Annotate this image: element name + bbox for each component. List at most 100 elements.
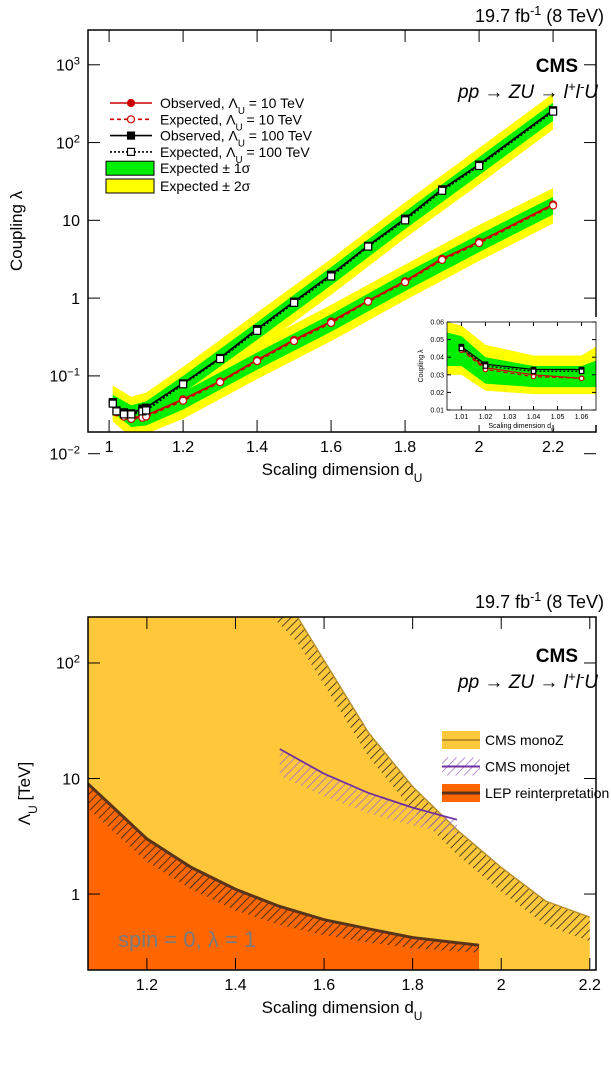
marker bbox=[474, 238, 484, 248]
marker bbox=[289, 337, 299, 346]
x-tick-label: 1.6 bbox=[313, 977, 335, 994]
y-tick-label: 1 bbox=[71, 887, 80, 904]
marker bbox=[530, 368, 537, 375]
x-tick-label: 2 bbox=[475, 439, 484, 456]
x-tick-label: 1.8 bbox=[402, 977, 424, 994]
marker bbox=[578, 368, 585, 375]
y-tick-label: 0.01 bbox=[430, 408, 444, 415]
series-line bbox=[461, 347, 582, 379]
legend-label: Observed, ΛU = 10 TeV bbox=[160, 95, 305, 117]
marker bbox=[474, 161, 484, 171]
marker bbox=[326, 318, 336, 328]
marker bbox=[400, 216, 410, 225]
x-axis-label: Scaling dimension dU bbox=[488, 423, 555, 433]
x-tick-label: 1.04 bbox=[527, 414, 541, 421]
band bbox=[112, 196, 554, 428]
marker bbox=[458, 345, 465, 352]
legend-label: Observed, ΛU = 100 TeV bbox=[160, 128, 313, 150]
marker bbox=[252, 326, 262, 335]
experiment-label: CMS bbox=[536, 56, 578, 77]
x-tick-label: 1 bbox=[105, 439, 114, 456]
x-tick-label: 1.2 bbox=[172, 439, 194, 456]
marker bbox=[363, 242, 373, 251]
chart: 0.01 0.02 0.03 0.04 0.05 0.06 1.01 1.02 1.03 1.04… bbox=[407, 317, 600, 433]
band bbox=[447, 332, 596, 388]
x-tick-label: 1.4 bbox=[246, 439, 268, 456]
y-axis-label: ΛU [TeV] bbox=[15, 762, 40, 825]
frame bbox=[446, 321, 597, 411]
marker bbox=[548, 201, 558, 210]
plot-area bbox=[447, 322, 596, 395]
luminosity-label: 19.7 fb-1 (8 TeV) bbox=[475, 4, 604, 26]
marker bbox=[126, 98, 136, 108]
marker bbox=[530, 373, 537, 380]
legend-label: LEP reinterpretation bbox=[485, 785, 609, 801]
process-label: pp → ZU → l+l-U bbox=[457, 669, 598, 694]
y-tick-label: 1 bbox=[71, 291, 80, 308]
x-tick-label: 1.01 bbox=[455, 414, 469, 421]
marker bbox=[178, 396, 188, 405]
marker bbox=[363, 297, 373, 306]
x-tick-label: 2.2 bbox=[579, 977, 601, 994]
legend-label: CMS monojet bbox=[485, 759, 570, 775]
plot-area bbox=[108, 93, 558, 432]
legend-label: Expected, ΛU = 100 TeV bbox=[160, 144, 310, 166]
x-tick-label: 1.03 bbox=[503, 414, 517, 421]
x-tick-label: 2 bbox=[497, 977, 506, 994]
y-tick-label: 10 bbox=[62, 771, 80, 788]
y-tick-label: 0.04 bbox=[430, 355, 444, 362]
marker bbox=[112, 407, 121, 416]
x-axis-label: Scaling dimension dU bbox=[262, 998, 423, 1023]
x-tick-label: 1.6 bbox=[320, 439, 342, 456]
marker bbox=[437, 186, 447, 195]
limit-line bbox=[296, 617, 591, 918]
x-axis-label: Scaling dimension dU bbox=[262, 460, 423, 485]
annotation: spin = 0, λ = 1 bbox=[118, 927, 256, 952]
frame bbox=[87, 29, 597, 433]
experiment-label: CMS bbox=[536, 646, 578, 667]
process-label: pp → ZU → l+l-U bbox=[457, 79, 598, 104]
y-tick-label: 10−1 bbox=[49, 367, 80, 386]
area-fill bbox=[88, 783, 480, 970]
marker bbox=[178, 380, 188, 389]
chart: 10−2 10−1 1 10 102 103 1 1.2 1.4 1.6 1.8 2 2.2 Scalin… bbox=[7, 4, 604, 485]
marker bbox=[215, 354, 225, 364]
marker bbox=[119, 410, 128, 419]
marker bbox=[482, 363, 489, 369]
x-tick-label: 1.2 bbox=[136, 977, 158, 994]
legend-label: Expected ± 1σ bbox=[160, 160, 251, 176]
marker bbox=[326, 272, 336, 281]
x-tick-label: 1.8 bbox=[394, 439, 416, 456]
marker bbox=[126, 147, 136, 156]
legend: CMS monoZ CMS monojet LEP reinterpretation bbox=[442, 731, 609, 802]
y-tick-label: 10−2 bbox=[49, 444, 80, 463]
series-line bbox=[461, 347, 582, 372]
y-axis-label: Coupling λ bbox=[418, 349, 425, 383]
marker bbox=[108, 399, 117, 408]
x-tick-label: 1.05 bbox=[551, 414, 565, 421]
x-tick-label: 2.2 bbox=[542, 439, 564, 456]
x-tick-label: 1.02 bbox=[479, 414, 493, 421]
series-line bbox=[461, 346, 582, 371]
marker bbox=[548, 107, 558, 116]
marker bbox=[578, 375, 585, 382]
y-tick-label: 102 bbox=[56, 133, 80, 152]
legend-label: Expected ± 2σ bbox=[160, 178, 251, 194]
series-line bbox=[461, 349, 582, 379]
y-axis-label: Coupling λ bbox=[7, 190, 26, 271]
hatch-band bbox=[272, 617, 590, 942]
marker bbox=[400, 278, 410, 287]
marker bbox=[252, 356, 262, 366]
chart: 1 10 102 1.2 1.4 1.6 1.8 2 2.2 Scaling dimension … bbox=[15, 590, 609, 1023]
x-tick-label: 1.06 bbox=[575, 414, 589, 421]
marker bbox=[141, 406, 151, 415]
hatch-band bbox=[279, 749, 457, 836]
marker bbox=[437, 255, 447, 265]
marker bbox=[126, 131, 136, 140]
x-tick-label: 1.4 bbox=[224, 977, 246, 994]
y-tick-label: 0.06 bbox=[430, 320, 444, 327]
legend-label: Expected, ΛU = 10 TeV bbox=[160, 111, 303, 133]
y-tick-label: 103 bbox=[56, 56, 80, 75]
